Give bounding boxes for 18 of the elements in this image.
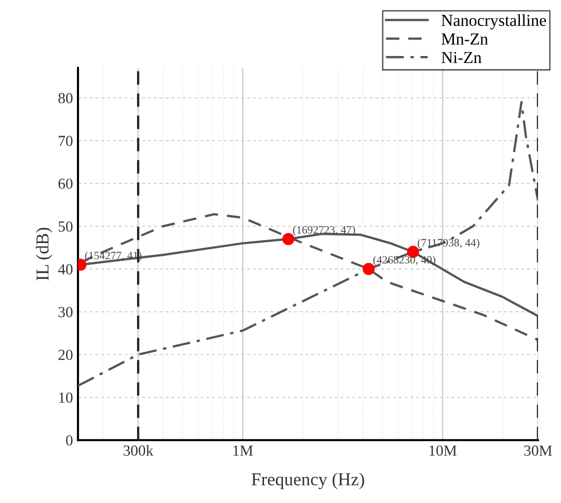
y-tick-label: 20 bbox=[58, 350, 73, 360]
x-tick-label: 30M bbox=[524, 445, 552, 456]
y-tick-label: 80 bbox=[58, 92, 73, 104]
x-tick-label: 300k bbox=[124, 444, 154, 456]
y-tick-label: 50 bbox=[58, 221, 73, 232]
y-tick-label: 10 bbox=[59, 392, 73, 403]
y-tick-label: 40 bbox=[58, 264, 73, 274]
y-tick-label: 0 bbox=[66, 435, 73, 446]
x-tick-label: 10M bbox=[430, 445, 457, 456]
x-tick-label: 1M bbox=[233, 446, 253, 456]
y-tick-label: 30 bbox=[58, 306, 73, 318]
y-tick-label: 70 bbox=[58, 136, 73, 146]
legend-label: Mn-Zn bbox=[441, 34, 488, 44]
y-tick-label: 60 bbox=[58, 178, 73, 189]
legend-label: Nanocrystalline bbox=[441, 14, 546, 30]
legend-label: Ni-Zn bbox=[441, 52, 482, 63]
y-axis-title: IL (dB) bbox=[36, 228, 52, 280]
x-axis-title: Frequency (Hz) bbox=[252, 472, 364, 490]
